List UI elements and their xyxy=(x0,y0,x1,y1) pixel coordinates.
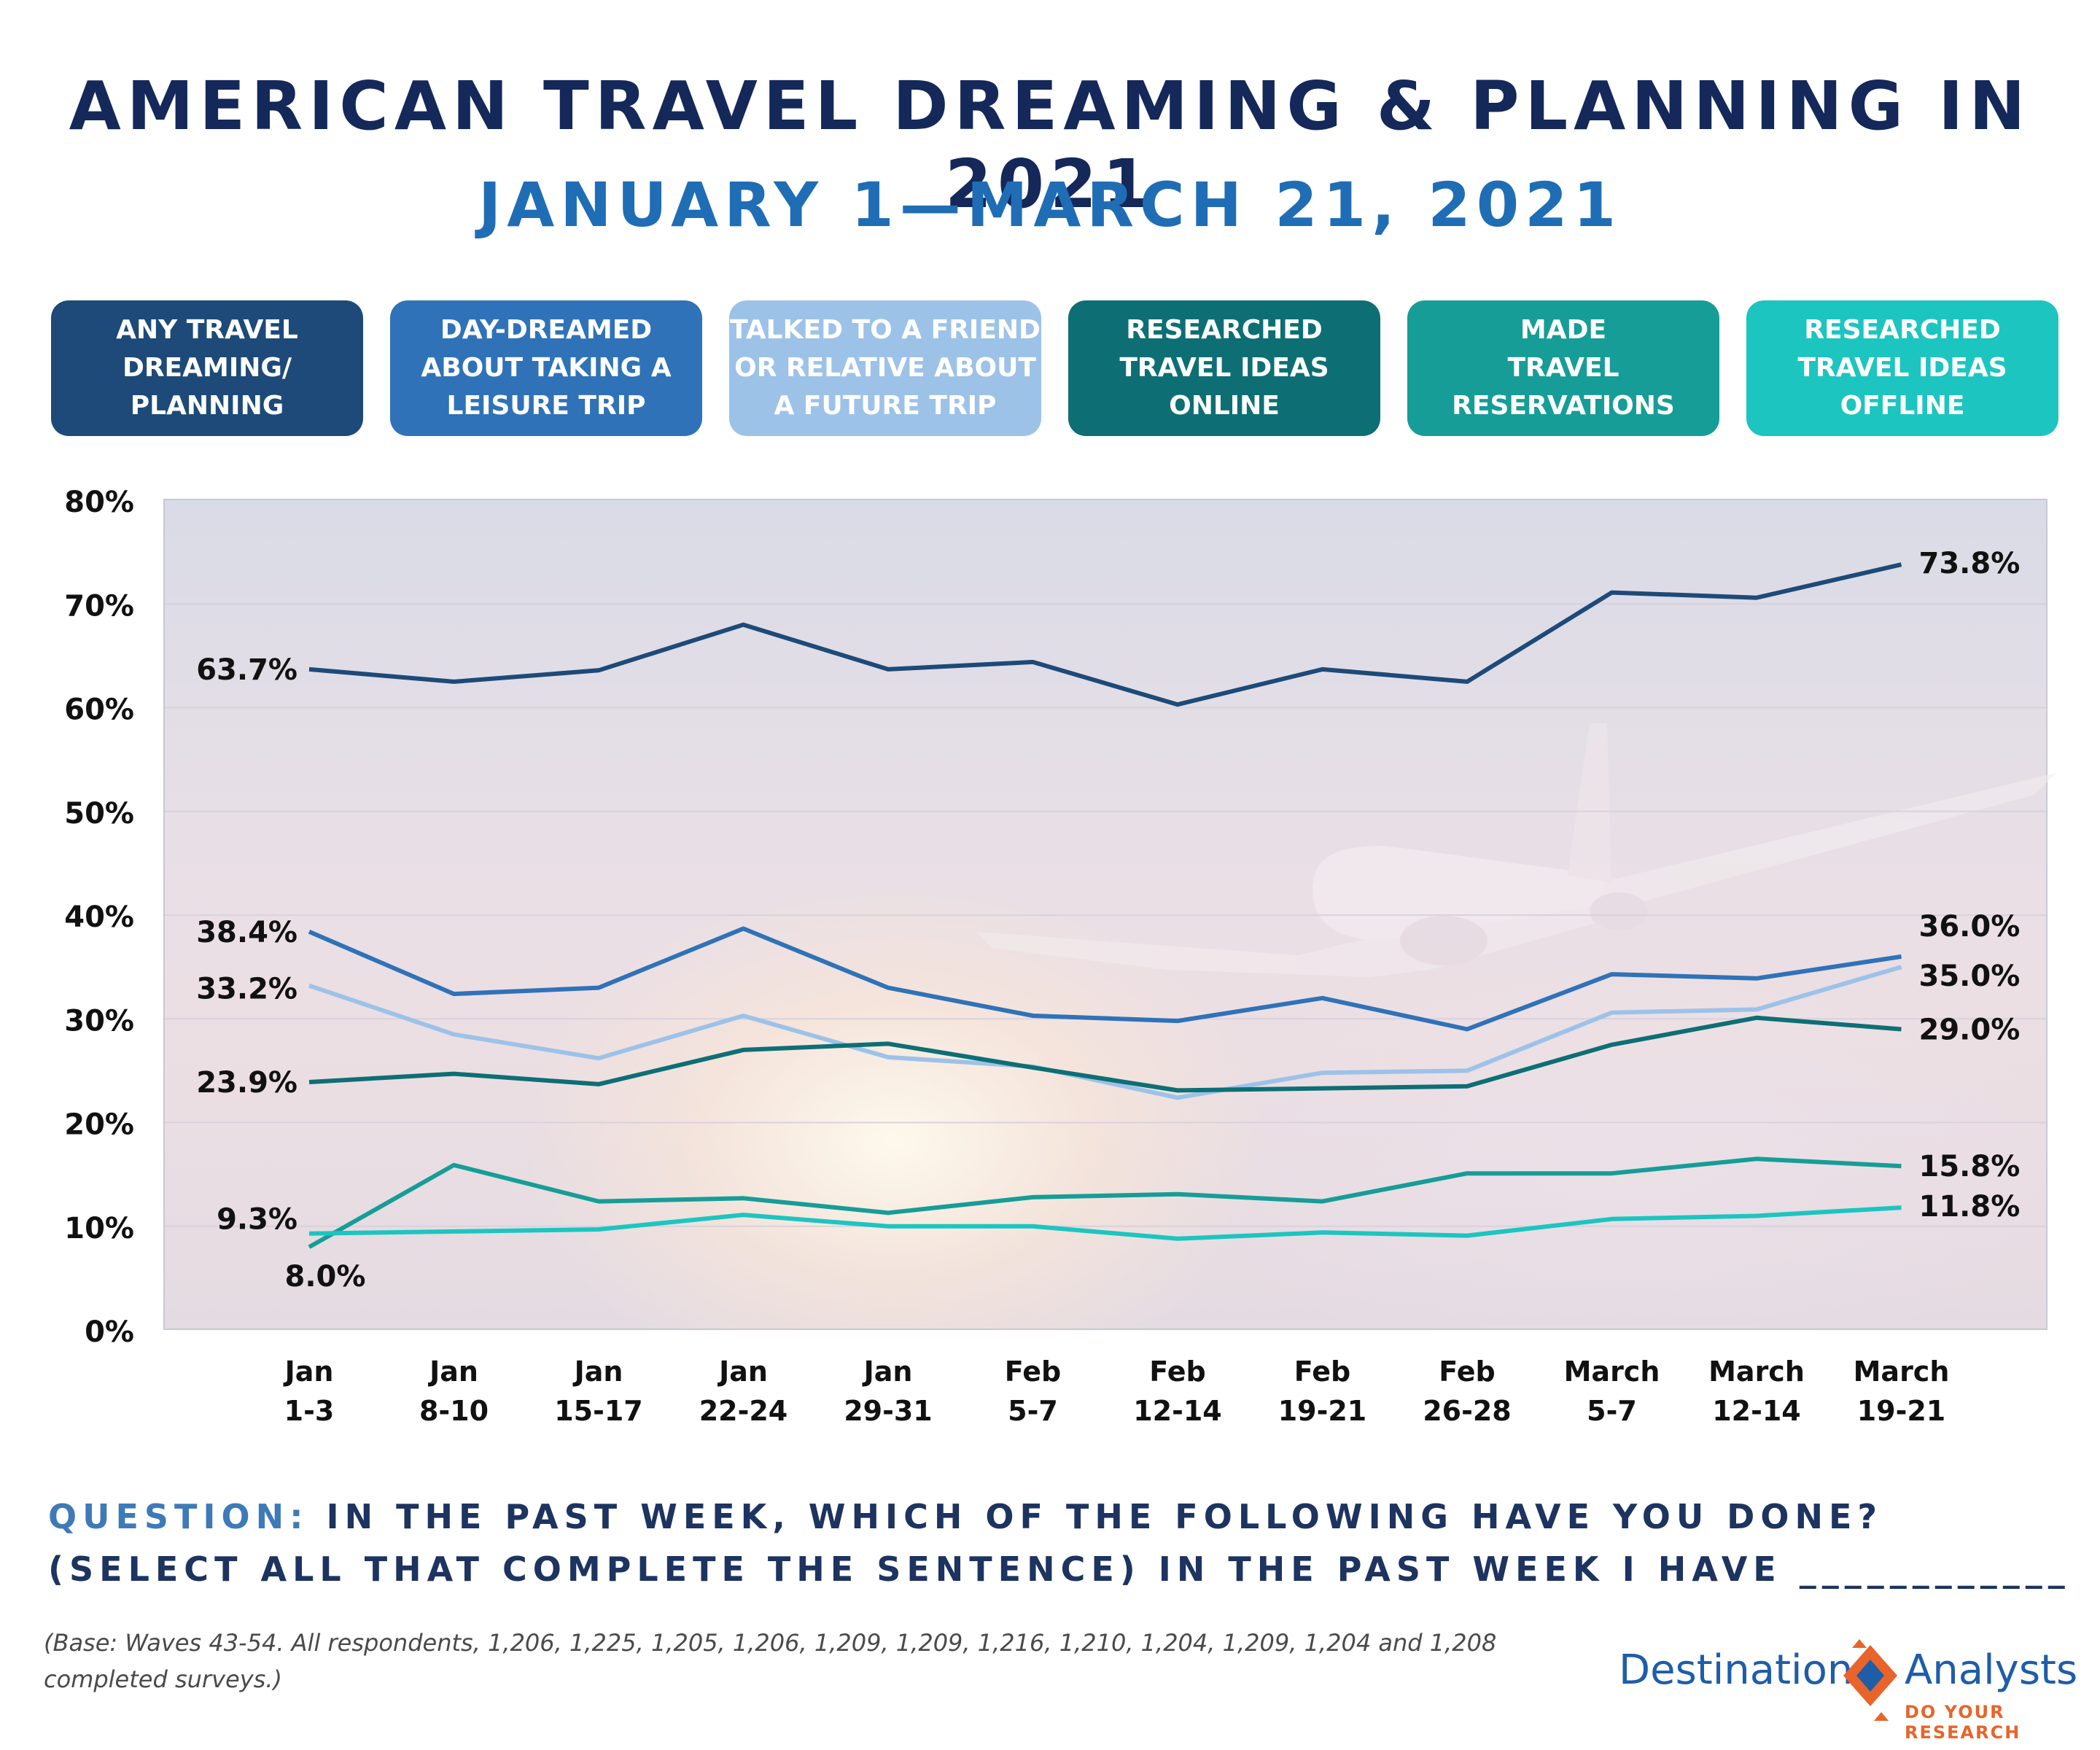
logo-word-analysts: Analysts xyxy=(1905,1646,2078,1694)
y-tick-label: 80% xyxy=(64,486,134,519)
series-line-4 xyxy=(308,1015,1902,1093)
logo-diamond-icon xyxy=(1843,1639,1897,1721)
x-tick-label: March 19-21 xyxy=(1854,1356,1950,1427)
x-tick-label: March 5-7 xyxy=(1564,1356,1660,1427)
question-line-2: (SELECT ALL THAT COMPLETE THE SENTENCE) … xyxy=(48,1549,2071,1589)
legend-item-5: MADE TRAVEL RESERVATIONS xyxy=(1407,300,1719,436)
x-tick-label-line: Jan xyxy=(572,1356,623,1388)
series-line-1 xyxy=(308,562,1902,707)
x-tick-label: Jan 1-3 xyxy=(283,1356,335,1427)
data-label-last: 11.8% xyxy=(1919,1190,2021,1224)
data-label-first: 38.4% xyxy=(196,916,298,949)
base-footnote: (Base: Waves 43-54. All respondents, 1,2… xyxy=(44,1629,1497,1693)
x-tick-label-line: 19-21 xyxy=(1278,1395,1367,1427)
data-label-first: 8.0% xyxy=(285,1260,366,1294)
y-tick-label: 70% xyxy=(64,589,134,623)
question-line-1: IN THE PAST WEEK, WHICH OF THE FOLLOWING… xyxy=(326,1497,1883,1536)
data-label-first: 23.9% xyxy=(196,1066,298,1100)
x-tick-label: Feb 26-28 xyxy=(1423,1356,1512,1427)
x-tick-label-line: 12-14 xyxy=(1133,1395,1222,1427)
x-tick-label-line: 12-14 xyxy=(1712,1395,1801,1427)
y-tick-label: 20% xyxy=(64,1108,134,1142)
x-tick-label-line: 22-24 xyxy=(699,1395,788,1427)
data-label-first: 33.2% xyxy=(196,973,298,1006)
y-tick-label: 50% xyxy=(64,797,134,831)
x-tick-label-line: Feb xyxy=(1294,1356,1350,1388)
legend-item-3: TALKED TO A FRIEND OR RELATIVE ABOUT A F… xyxy=(729,300,1041,436)
legend-item-6: RESEARCHED TRAVEL IDEAS OFFLINE xyxy=(1746,300,2058,436)
gridlines xyxy=(165,603,2046,1227)
series-lines xyxy=(308,562,1902,1249)
data-label-first: 63.7% xyxy=(196,653,298,687)
data-label-last: 36.0% xyxy=(1919,910,2021,944)
data-label-last: 29.0% xyxy=(1919,1013,2021,1046)
legend-item-2: DAY-DREAMED ABOUT TAKING A LEISURE TRIP xyxy=(390,300,702,436)
x-tick-label-line: March xyxy=(1708,1356,1805,1388)
x-tick-label-line: 15-17 xyxy=(554,1395,643,1427)
x-tick-label: Feb 12-14 xyxy=(1133,1356,1222,1427)
y-axis: 0% 10% 20% 30% 40% 50% 60% 70% 80% xyxy=(64,486,134,1349)
x-tick-label-line: 5-7 xyxy=(1008,1395,1058,1427)
data-label-last: 15.8% xyxy=(1919,1150,2021,1183)
logo-tagline: DO YOUR RESEARCH xyxy=(1905,1702,2021,1743)
destination-analysts-logo: Destination Analysts DO YOUR RESEARCH xyxy=(1619,1639,2085,1743)
x-tick-label-line: March xyxy=(1564,1356,1660,1388)
x-tick-label-line: 8-10 xyxy=(419,1395,489,1427)
series-line-6 xyxy=(308,1205,1902,1241)
data-label-first: 9.3% xyxy=(217,1203,298,1237)
legend-item-1: ANY TRAVEL DREAMING/ PLANNING xyxy=(51,300,363,436)
legend-item-4: RESEARCHED TRAVEL IDEAS ONLINE xyxy=(1068,300,1380,436)
line-chart: 0% 10% 20% 30% 40% 50% 60% 70% 80% Jan 1-3 Jan 8-10… xyxy=(64,486,2056,1427)
x-tick-label-line: 19-21 xyxy=(1857,1395,1946,1427)
series-line-2 xyxy=(308,926,1902,1032)
x-tick-label: Jan 15-17 xyxy=(554,1356,643,1427)
x-tick-label-line: Feb xyxy=(1149,1356,1205,1388)
chart-title: AMERICAN TRAVEL DREAMING & PLANNING IN 2… xyxy=(69,67,2031,223)
y-tick-label: 30% xyxy=(64,1004,134,1038)
y-tick-label: 0% xyxy=(85,1315,134,1349)
airplane-image xyxy=(977,723,2056,977)
series-line-3 xyxy=(308,965,1902,1100)
x-tick-label-line: 5-7 xyxy=(1587,1395,1637,1427)
x-tick-label: Jan 29-31 xyxy=(844,1356,933,1427)
x-axis: Jan 1-3 Jan 8-10 Jan 15-17 Jan 22-24 Jan 29-31 Feb… xyxy=(283,1356,1950,1427)
data-label-last: 35.0% xyxy=(1919,960,2021,993)
x-tick-label-line: 1-3 xyxy=(284,1395,335,1427)
x-tick-label-line: Feb xyxy=(1439,1356,1495,1388)
data-labels: 63.7% 73.8% 38.4% 36.0% 33.2% 35.0% 23.9% 29.0%… xyxy=(196,547,2020,1294)
x-tick-label-line: Feb xyxy=(1005,1356,1061,1388)
chart-subtitle: JANUARY 1—MARCH 21, 2021 xyxy=(478,169,1622,241)
survey-question: QUESTION: IN THE PAST WEEK, WHICH OF THE… xyxy=(48,1490,2071,1595)
x-tick-label: Feb 19-21 xyxy=(1278,1356,1367,1427)
x-tick-label-line: Jan xyxy=(862,1356,913,1388)
question-label: QUESTION: xyxy=(48,1497,309,1536)
x-tick-label: Jan 22-24 xyxy=(699,1356,788,1427)
series-line-5 xyxy=(308,1156,1902,1249)
x-tick-label-line: March xyxy=(1854,1356,1950,1388)
x-tick-label: Feb 5-7 xyxy=(1005,1356,1061,1427)
y-tick-label: 40% xyxy=(64,901,134,934)
logo-word-destination: Destination xyxy=(1619,1646,1854,1694)
x-tick-label: Jan 8-10 xyxy=(419,1356,489,1427)
y-tick-label: 10% xyxy=(64,1212,134,1245)
x-tick-label-line: Jan xyxy=(283,1356,334,1388)
x-tick-label-line: Jan xyxy=(427,1356,478,1388)
data-label-last: 73.8% xyxy=(1919,547,2021,580)
x-tick-label-line: 26-28 xyxy=(1423,1395,1512,1427)
legend: ANY TRAVEL DREAMING/ PLANNING DAY-DREAMED… xyxy=(0,300,2100,439)
y-tick-label: 60% xyxy=(64,693,134,727)
x-tick-label: March 12-14 xyxy=(1708,1356,1805,1427)
x-tick-label-line: Jan xyxy=(717,1356,768,1388)
x-tick-label-line: 29-31 xyxy=(844,1395,933,1427)
